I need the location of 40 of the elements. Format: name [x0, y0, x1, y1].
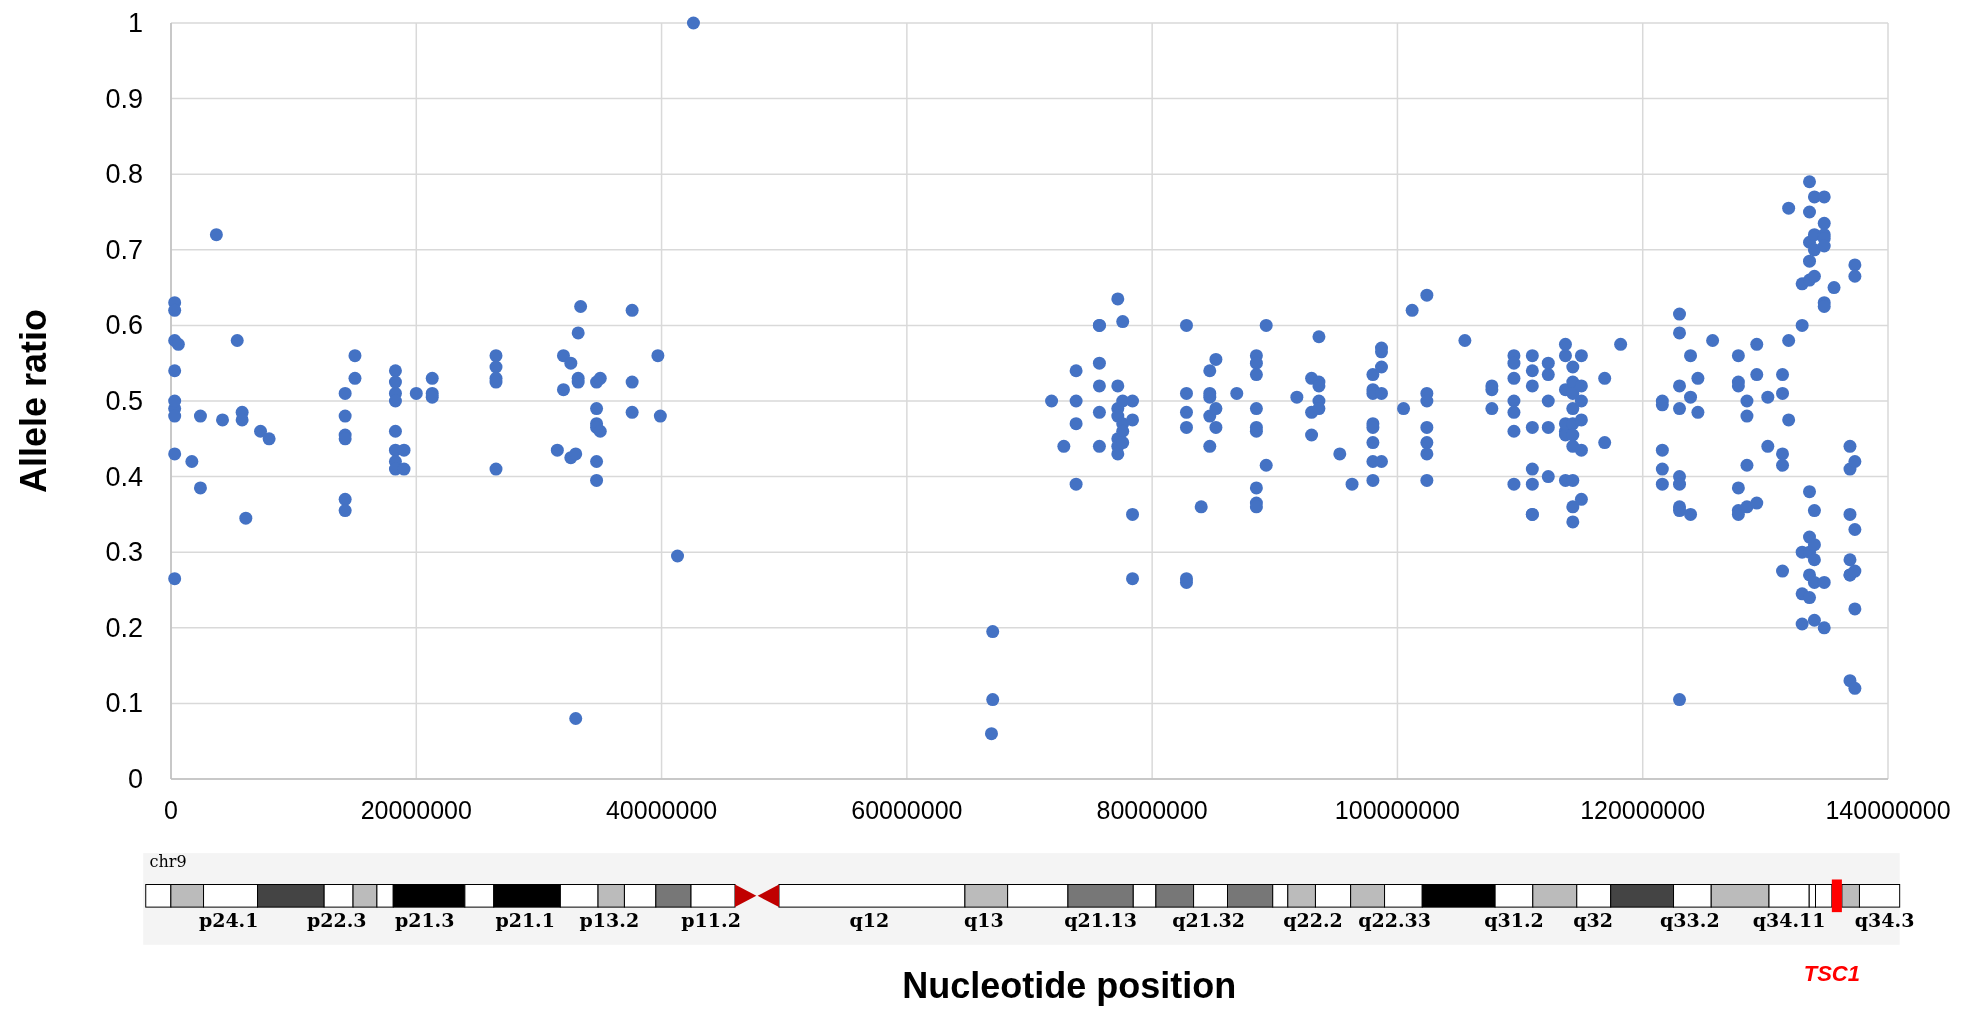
y-tick-label: 1 — [127, 8, 143, 38]
x-tick-label: 20000000 — [360, 796, 472, 824]
y-tick-label: 0.3 — [105, 537, 143, 568]
text: chr9 — [149, 851, 187, 871]
text: q21.13 — [1064, 909, 1137, 932]
y-tick-label: 0.6 — [105, 310, 143, 341]
text: q34.11 — [1752, 909, 1826, 932]
y-tick-label: 0.5 — [105, 386, 143, 416]
text: q32 — [1573, 909, 1613, 932]
text: q34.3 — [1854, 909, 1915, 932]
y-axis-title: Allele ratio — [13, 308, 54, 494]
text: q33.2 — [1660, 909, 1720, 932]
y-tick-label: 0 — [127, 764, 143, 794]
text: q22.33 — [1358, 909, 1431, 932]
y-tick-label: 0.4 — [105, 461, 143, 492]
x-tick-label: 0 — [164, 796, 178, 824]
text: p24.1 — [198, 909, 259, 932]
text: q21.32 — [1172, 909, 1246, 932]
text: p21.1 — [495, 909, 555, 932]
text: q13 — [963, 909, 1004, 932]
y-tick-label: 0.8 — [105, 159, 143, 190]
x-tick-label: 40000000 — [605, 796, 718, 824]
y-tick-label: 0.9 — [105, 83, 143, 114]
y-tick-label: 0.7 — [105, 234, 143, 265]
text: q22.2 — [1283, 909, 1343, 932]
text: p22.3 — [306, 909, 367, 932]
x-tick-label: 60000000 — [851, 796, 963, 824]
x-tick-label: 100000000 — [1334, 796, 1460, 824]
text: p21.3 — [394, 909, 455, 932]
x-tick-label: 120000000 — [1580, 796, 1706, 824]
text: p11.2 — [681, 909, 741, 932]
y-tick-label: 0.2 — [105, 612, 143, 643]
text: p13.2 — [579, 909, 640, 932]
text: q12 — [849, 909, 890, 932]
x-tick-label: 140000000 — [1825, 796, 1951, 824]
x-tick-label: 80000000 — [1096, 796, 1208, 824]
text: TSC1 — [1803, 961, 1860, 987]
x-axis-title: Nucleotide position — [902, 965, 1237, 1006]
y-tick-label: 0.1 — [105, 688, 143, 719]
text: q31.2 — [1484, 909, 1544, 932]
